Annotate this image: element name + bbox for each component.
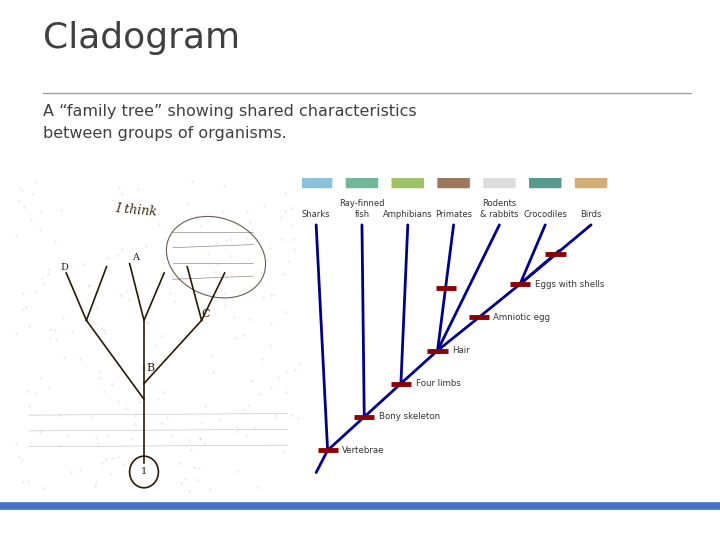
Text: Ray-finned
fish: Ray-finned fish — [339, 199, 384, 219]
Text: Four limbs: Four limbs — [415, 379, 461, 388]
Text: Cladogram: Cladogram — [43, 21, 240, 55]
Text: Amniotic egg: Amniotic egg — [493, 313, 551, 322]
Text: Primates: Primates — [435, 211, 472, 219]
Text: Vertebrae: Vertebrae — [342, 446, 384, 455]
FancyBboxPatch shape — [529, 159, 562, 188]
Text: Hair: Hair — [452, 346, 470, 355]
FancyBboxPatch shape — [483, 159, 516, 188]
FancyBboxPatch shape — [392, 159, 424, 188]
Text: Crocodiles: Crocodiles — [523, 211, 567, 219]
FancyBboxPatch shape — [575, 159, 607, 188]
Text: Eggs with shells: Eggs with shells — [535, 280, 604, 288]
FancyBboxPatch shape — [346, 159, 378, 188]
Text: 1: 1 — [141, 468, 147, 476]
Text: Amphibians: Amphibians — [383, 211, 433, 219]
Text: I think: I think — [115, 202, 158, 219]
Text: D: D — [60, 263, 68, 272]
Text: A “family tree” showing shared characteristics
between groups of organisms.: A “family tree” showing shared character… — [43, 104, 417, 141]
Text: B: B — [147, 363, 155, 373]
Text: Sharks: Sharks — [302, 211, 330, 219]
Text: A: A — [132, 253, 140, 262]
Text: Bony skeleton: Bony skeleton — [379, 413, 440, 421]
FancyBboxPatch shape — [437, 159, 470, 188]
Text: Rodents
& rabbits: Rodents & rabbits — [480, 199, 518, 219]
Text: Birds: Birds — [580, 211, 602, 219]
FancyBboxPatch shape — [300, 159, 333, 188]
Text: C: C — [202, 309, 210, 319]
